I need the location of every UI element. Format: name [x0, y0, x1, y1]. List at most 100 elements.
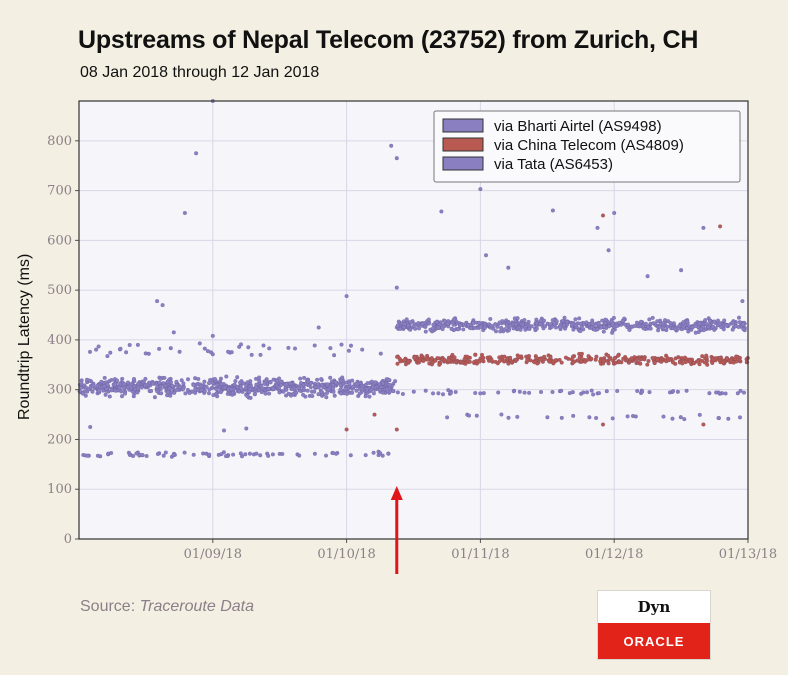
data-point [385, 387, 390, 392]
data-point [332, 393, 337, 398]
data-point [601, 358, 606, 363]
data-point [420, 321, 425, 326]
data-point [638, 361, 643, 366]
data-point [171, 330, 176, 335]
data-point [633, 414, 638, 419]
data-point [442, 358, 448, 363]
data-point [122, 391, 128, 396]
data-point [518, 327, 523, 332]
y-tick-label: 500 [47, 283, 72, 298]
data-point [402, 357, 407, 363]
data-point [372, 412, 377, 417]
data-point [661, 321, 666, 326]
data-point [472, 325, 477, 330]
data-point [610, 416, 615, 421]
data-point [497, 355, 502, 360]
data-point [155, 389, 160, 394]
data-point [526, 319, 531, 324]
data-point [121, 385, 127, 390]
data-point [735, 391, 740, 396]
data-point [522, 390, 527, 395]
data-point [430, 391, 436, 396]
data-point [292, 346, 298, 351]
data-point [640, 324, 646, 329]
data-point [117, 385, 122, 390]
data-point [600, 213, 606, 218]
data-point [363, 394, 368, 399]
source-link[interactable]: Traceroute Data [139, 598, 255, 615]
legend-label: via China Telecom (AS4809) [494, 137, 684, 154]
data-point [522, 317, 527, 323]
data-point [463, 361, 468, 366]
data-point [166, 390, 171, 395]
data-point [79, 378, 84, 383]
data-point [525, 357, 530, 362]
data-point [570, 354, 575, 360]
data-point [738, 388, 743, 393]
data-point [163, 450, 168, 455]
data-point [466, 413, 472, 418]
data-point [483, 253, 489, 258]
data-point [417, 358, 422, 363]
data-point [185, 377, 191, 382]
data-point [614, 324, 619, 329]
data-point [312, 451, 317, 456]
data-point [206, 391, 212, 396]
data-point [431, 322, 436, 327]
data-point [550, 208, 555, 213]
data-point [130, 389, 136, 394]
data-point [174, 379, 179, 384]
data-point [670, 360, 676, 365]
data-point [267, 391, 272, 396]
data-point [712, 327, 717, 332]
data-point [670, 389, 676, 394]
data-point [707, 391, 712, 396]
data-point [193, 387, 198, 392]
data-point [635, 388, 640, 394]
series-2-points [344, 213, 750, 432]
data-point [120, 376, 125, 381]
data-point [159, 391, 164, 396]
data-point [461, 327, 466, 332]
data-point [465, 354, 470, 359]
data-point [423, 388, 428, 393]
data-point [506, 361, 511, 366]
data-point [596, 391, 602, 396]
data-point [135, 342, 140, 347]
data-point [267, 346, 272, 351]
data-point [693, 323, 698, 329]
data-point [609, 330, 615, 335]
data-point [139, 385, 144, 390]
data-point [319, 390, 325, 395]
y-tick-label: 400 [47, 333, 72, 348]
data-point [309, 389, 314, 394]
data-point [316, 392, 321, 397]
data-point [456, 327, 461, 332]
data-point [187, 390, 192, 396]
data-point [532, 360, 537, 365]
data-point [737, 320, 742, 325]
data-point [221, 428, 227, 433]
data-point [222, 385, 227, 390]
data-point [117, 381, 123, 387]
data-point [730, 327, 735, 332]
data-point [562, 326, 568, 331]
data-point [210, 333, 215, 338]
data-point [102, 384, 107, 389]
data-point [289, 387, 295, 392]
data-point [108, 350, 113, 355]
data-point [673, 326, 678, 331]
data-point [245, 394, 250, 399]
data-point [493, 322, 498, 327]
data-point [740, 322, 746, 327]
data-point [426, 317, 431, 322]
annotation-arrow [390, 486, 403, 574]
data-point [155, 384, 160, 389]
data-point [394, 156, 399, 161]
data-point [478, 324, 483, 329]
data-point [95, 383, 100, 388]
data-point [529, 324, 534, 329]
data-point [740, 299, 745, 304]
data-point [332, 353, 337, 358]
data-point [245, 380, 250, 385]
